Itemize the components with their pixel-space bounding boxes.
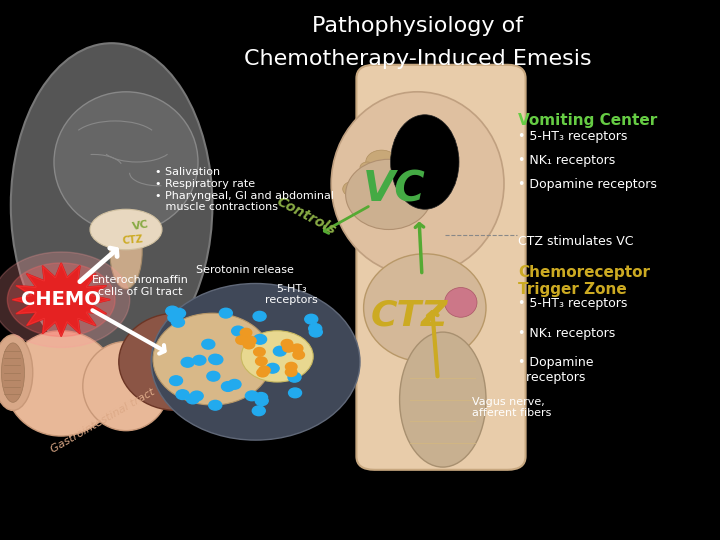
Text: Pathophysiology of: Pathophysiology of: [312, 16, 523, 36]
Circle shape: [253, 334, 266, 344]
Text: VC: VC: [363, 168, 426, 210]
Polygon shape: [12, 263, 110, 336]
Circle shape: [343, 181, 363, 197]
Circle shape: [258, 366, 270, 375]
Circle shape: [286, 362, 297, 371]
Circle shape: [166, 306, 179, 316]
Circle shape: [168, 313, 181, 322]
Text: Chemotherapy-Induced Emesis: Chemotherapy-Induced Emesis: [244, 49, 591, 69]
Ellipse shape: [153, 313, 271, 405]
Circle shape: [235, 336, 247, 345]
Text: • Dopamine
  receptors: • Dopamine receptors: [518, 356, 594, 384]
Circle shape: [240, 328, 252, 337]
Ellipse shape: [119, 313, 234, 410]
Circle shape: [202, 339, 215, 349]
Circle shape: [228, 380, 241, 389]
Text: Chemoreceptor
Trigger Zone: Chemoreceptor Trigger Zone: [518, 265, 650, 297]
Circle shape: [245, 336, 256, 345]
Polygon shape: [7, 263, 115, 336]
Ellipse shape: [241, 330, 313, 382]
Text: CHEMO: CHEMO: [22, 290, 101, 309]
Ellipse shape: [11, 43, 212, 367]
Circle shape: [283, 343, 294, 352]
Circle shape: [378, 176, 400, 192]
Circle shape: [288, 373, 301, 382]
Circle shape: [310, 327, 323, 337]
Ellipse shape: [331, 92, 504, 275]
Ellipse shape: [364, 254, 486, 362]
Text: Enterochromaffin
cells of GI tract: Enterochromaffin cells of GI tract: [92, 275, 189, 297]
Polygon shape: [0, 252, 130, 347]
Circle shape: [171, 318, 184, 327]
Text: • Dopamine receptors: • Dopamine receptors: [518, 178, 657, 191]
Circle shape: [209, 400, 222, 410]
Circle shape: [293, 350, 305, 359]
Circle shape: [253, 348, 265, 356]
Text: Controls: Controls: [274, 194, 338, 238]
Text: • NK₁ receptors: • NK₁ receptors: [518, 327, 616, 340]
Circle shape: [255, 396, 268, 406]
Circle shape: [266, 363, 279, 373]
Polygon shape: [12, 263, 110, 336]
Circle shape: [186, 394, 199, 404]
Circle shape: [274, 346, 287, 356]
Circle shape: [243, 340, 255, 349]
Ellipse shape: [1, 343, 24, 402]
Circle shape: [193, 355, 206, 365]
Circle shape: [366, 150, 397, 174]
Ellipse shape: [137, 333, 202, 403]
Circle shape: [292, 344, 303, 353]
Text: CTZ: CTZ: [122, 234, 144, 246]
Ellipse shape: [444, 287, 477, 317]
Text: CTZ: CTZ: [370, 299, 448, 333]
Text: • Salivation
• Respiratory rate
• Pharyngeal, GI and abdominal
   muscle contrac: • Salivation • Respiratory rate • Pharyn…: [155, 167, 334, 212]
FancyBboxPatch shape: [356, 65, 526, 470]
Text: 5-HT₃
receptors: 5-HT₃ receptors: [265, 284, 318, 305]
Circle shape: [222, 382, 235, 392]
Circle shape: [210, 355, 222, 365]
Ellipse shape: [6, 330, 117, 436]
Ellipse shape: [109, 213, 142, 289]
Circle shape: [252, 406, 265, 416]
Circle shape: [360, 162, 374, 173]
Ellipse shape: [390, 115, 459, 209]
Circle shape: [207, 372, 220, 381]
Text: Gastrointestinal tract: Gastrointestinal tract: [49, 387, 156, 455]
Circle shape: [305, 314, 318, 324]
Ellipse shape: [83, 342, 169, 431]
Text: VC: VC: [131, 219, 150, 232]
Circle shape: [355, 172, 372, 185]
Ellipse shape: [0, 335, 33, 410]
Circle shape: [397, 141, 423, 161]
Ellipse shape: [346, 159, 432, 230]
Circle shape: [289, 388, 302, 398]
Text: • 5-HT₃ receptors: • 5-HT₃ receptors: [518, 297, 628, 310]
Circle shape: [246, 391, 258, 401]
Circle shape: [181, 357, 194, 367]
Circle shape: [169, 376, 182, 386]
Ellipse shape: [90, 209, 162, 249]
Text: Serotonin release: Serotonin release: [196, 265, 294, 275]
Text: CTZ stimulates VC: CTZ stimulates VC: [518, 235, 634, 248]
Circle shape: [285, 368, 297, 376]
Circle shape: [282, 340, 293, 348]
Text: • 5-HT₃ receptors: • 5-HT₃ receptors: [518, 130, 628, 143]
Circle shape: [232, 326, 245, 336]
Circle shape: [220, 308, 233, 318]
Circle shape: [255, 393, 268, 402]
Circle shape: [190, 391, 203, 401]
Circle shape: [151, 284, 360, 440]
Circle shape: [176, 390, 189, 400]
Text: Vomiting Center: Vomiting Center: [518, 113, 657, 129]
Circle shape: [256, 357, 267, 366]
Circle shape: [253, 312, 266, 321]
Circle shape: [209, 354, 222, 364]
Text: Vagus nerve,
afferent fibers: Vagus nerve, afferent fibers: [472, 397, 551, 418]
Circle shape: [173, 308, 186, 318]
Ellipse shape: [400, 332, 486, 467]
Text: • NK₁ receptors: • NK₁ receptors: [518, 154, 616, 167]
Circle shape: [309, 323, 322, 333]
Ellipse shape: [54, 92, 198, 232]
Circle shape: [257, 368, 269, 377]
